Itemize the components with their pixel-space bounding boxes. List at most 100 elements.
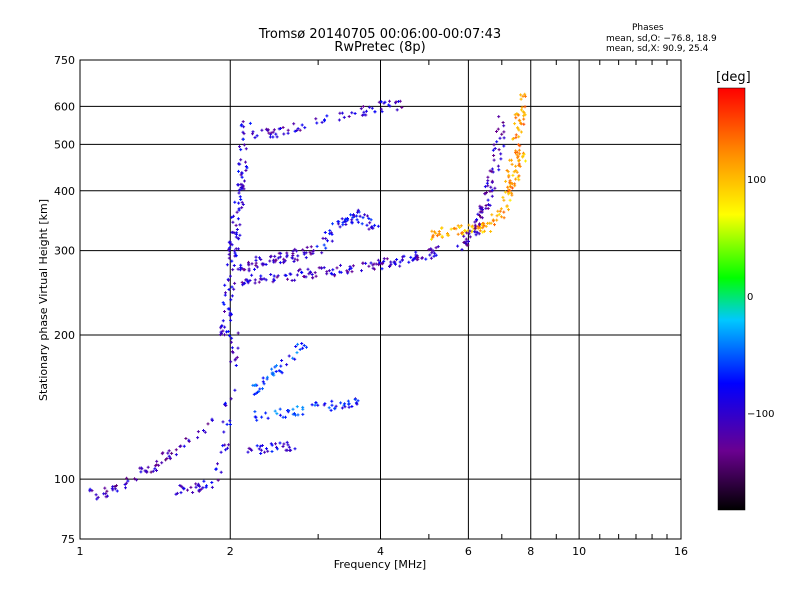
data-point	[291, 252, 295, 255]
data-point	[508, 198, 512, 202]
data-point	[234, 357, 238, 361]
data-point	[196, 430, 200, 434]
data-point	[356, 208, 360, 212]
data-point	[235, 232, 238, 236]
data-point	[236, 183, 240, 187]
data-point	[214, 467, 218, 471]
data-point	[478, 213, 481, 217]
data-point	[470, 225, 474, 229]
data-point	[496, 127, 500, 131]
data-point	[465, 231, 469, 235]
data-point	[331, 222, 334, 226]
data-point	[351, 264, 355, 268]
data-point	[327, 269, 331, 273]
data-point	[182, 486, 186, 490]
data-point	[280, 359, 284, 362]
data-point	[296, 258, 300, 262]
data-point	[501, 121, 505, 124]
data-point	[263, 450, 267, 454]
data-point	[497, 168, 501, 172]
data-point	[229, 298, 233, 302]
data-point	[486, 179, 490, 183]
data-point	[347, 115, 351, 118]
data-point	[379, 100, 383, 104]
data-point	[431, 235, 435, 239]
data-point	[514, 116, 518, 120]
data-point	[269, 131, 273, 135]
data-point	[483, 185, 487, 189]
data-point	[518, 152, 522, 156]
data-point	[522, 114, 526, 118]
data-point	[203, 430, 207, 434]
data-point	[373, 223, 377, 227]
data-point	[505, 205, 509, 209]
data-point	[273, 365, 277, 369]
data-point	[367, 227, 371, 231]
data-point	[498, 209, 502, 213]
data-point	[521, 155, 525, 159]
data-point	[502, 130, 506, 134]
data-point	[490, 167, 494, 171]
data-point	[280, 371, 284, 375]
data-point	[347, 402, 351, 406]
data-point	[155, 459, 159, 463]
data-point	[227, 278, 230, 282]
data-point	[210, 485, 214, 489]
data-point	[237, 188, 241, 192]
data-point	[219, 470, 223, 474]
data-point	[440, 234, 444, 238]
data-point	[480, 216, 484, 220]
data-point	[228, 241, 232, 245]
data-point	[273, 258, 277, 262]
data-point	[324, 246, 328, 250]
data-point	[350, 218, 354, 222]
data-point	[244, 160, 247, 164]
data-point	[476, 212, 480, 216]
data-point	[440, 226, 443, 230]
data-point	[320, 251, 324, 255]
data-point	[284, 448, 288, 452]
data-point	[274, 370, 278, 373]
data-point	[502, 136, 506, 140]
data-point	[255, 418, 259, 422]
data-point	[325, 114, 329, 118]
data-point	[253, 136, 257, 140]
data-point	[522, 122, 526, 126]
data-point	[407, 260, 411, 264]
data-point	[272, 128, 276, 132]
data-point	[224, 401, 227, 405]
data-point	[138, 466, 142, 470]
data-point	[517, 148, 521, 152]
data-point	[279, 364, 283, 368]
data-point	[244, 147, 248, 151]
x-tick-label: 16	[674, 545, 688, 558]
data-point	[341, 223, 345, 227]
data-point	[275, 135, 279, 139]
data-point	[380, 110, 384, 114]
data-point	[228, 246, 232, 250]
data-point	[253, 410, 257, 414]
data-point	[221, 319, 225, 323]
data-point	[321, 236, 325, 240]
data-point	[223, 283, 227, 287]
data-point	[361, 105, 365, 108]
data-point	[273, 254, 277, 258]
data-point	[445, 233, 449, 237]
data-point	[286, 128, 290, 132]
data-point	[353, 112, 357, 115]
data-point	[499, 157, 503, 161]
data-point	[224, 448, 228, 452]
data-point	[512, 170, 516, 174]
data-point	[111, 488, 115, 492]
data-point	[295, 273, 299, 277]
plot-frame	[79, 59, 682, 540]
data-points	[88, 92, 527, 501]
data-point	[270, 443, 274, 447]
data-point	[502, 198, 506, 202]
data-point	[300, 342, 304, 345]
data-point	[206, 422, 210, 426]
data-point	[380, 267, 384, 271]
data-point	[227, 252, 231, 256]
data-point	[95, 497, 99, 501]
data-point	[392, 260, 396, 264]
